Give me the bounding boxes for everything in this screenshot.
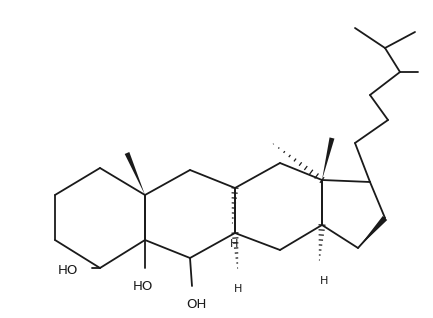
Text: HO: HO xyxy=(133,280,153,293)
Polygon shape xyxy=(358,216,387,248)
Polygon shape xyxy=(322,137,334,180)
Text: H: H xyxy=(320,276,328,286)
Text: OH: OH xyxy=(186,298,206,311)
Text: H: H xyxy=(234,284,242,294)
Text: HO: HO xyxy=(58,264,78,276)
Text: H: H xyxy=(230,239,238,249)
Polygon shape xyxy=(125,152,145,195)
